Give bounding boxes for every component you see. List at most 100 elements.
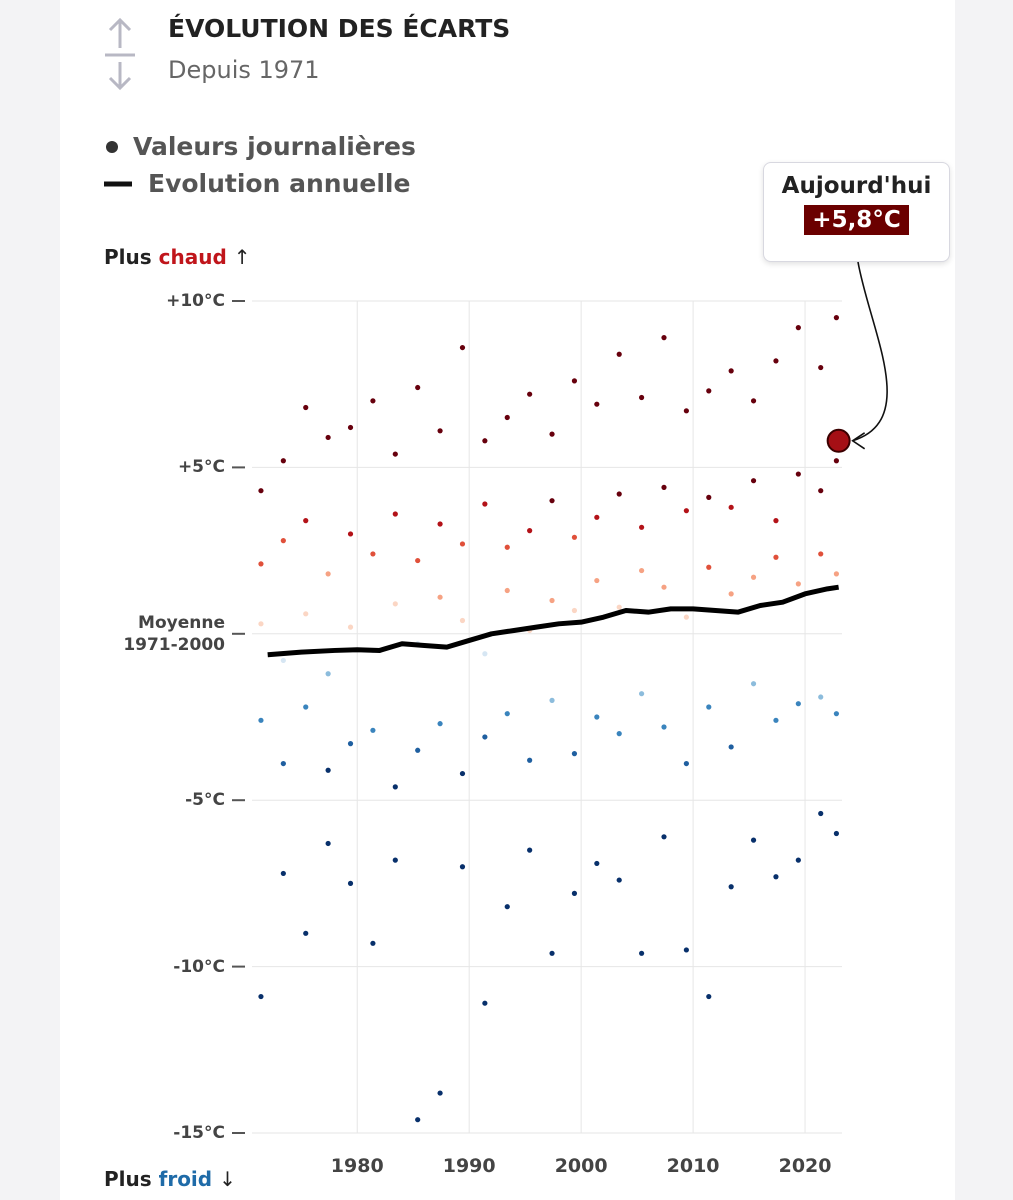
daily-dot bbox=[728, 504, 734, 510]
daily-dot bbox=[818, 694, 824, 700]
daily-dot bbox=[370, 727, 376, 733]
daily-dot bbox=[303, 518, 309, 524]
daily-dot bbox=[325, 571, 331, 577]
daily-dot bbox=[795, 701, 801, 707]
down-arrow: ↓ bbox=[219, 1167, 236, 1191]
daily-dot bbox=[683, 947, 689, 953]
daily-dot bbox=[347, 741, 354, 747]
daily-dot bbox=[482, 438, 488, 444]
daily-dot bbox=[370, 398, 376, 404]
daily-dot bbox=[795, 325, 801, 331]
daily-dot bbox=[325, 767, 331, 773]
x-tick-label: 1980 bbox=[331, 1155, 384, 1177]
title: ÉVOLUTION DES ÉCARTS bbox=[168, 14, 511, 43]
daily-dot bbox=[750, 398, 757, 404]
daily-dot bbox=[527, 847, 533, 853]
cold-label: Plus froid ↓ bbox=[104, 1167, 236, 1191]
daily-dot bbox=[594, 860, 600, 867]
daily-dot bbox=[818, 810, 824, 817]
daily-dot bbox=[683, 508, 689, 514]
daily-dot bbox=[683, 408, 689, 414]
up-arrow: ↑ bbox=[233, 245, 251, 269]
daily-dot bbox=[773, 874, 779, 880]
daily-dot bbox=[280, 760, 286, 767]
legend-dot bbox=[106, 141, 118, 153]
daily-dot bbox=[303, 704, 309, 710]
daily-dot bbox=[527, 757, 533, 763]
warm-prefix: Plus bbox=[104, 245, 152, 269]
daily-dot bbox=[325, 671, 331, 677]
daily-dot bbox=[504, 544, 510, 550]
daily-dot bbox=[750, 837, 757, 843]
daily-dot bbox=[639, 567, 645, 574]
daily-dot bbox=[437, 1090, 443, 1096]
y-tick-label: -10°C bbox=[173, 956, 225, 977]
daily-dot bbox=[833, 571, 840, 577]
warm-word: chaud bbox=[158, 245, 227, 269]
annotation-box: Aujourd'hui +5,8°C bbox=[763, 162, 950, 262]
cold-prefix: Plus bbox=[104, 1167, 152, 1191]
daily-dot bbox=[818, 364, 824, 371]
daily-dot bbox=[594, 714, 600, 720]
daily-dot bbox=[571, 751, 578, 757]
daily-dot bbox=[437, 521, 443, 527]
daily-dot bbox=[415, 384, 421, 391]
daily-dot bbox=[549, 431, 555, 437]
daily-dot bbox=[728, 744, 734, 750]
daily-dot bbox=[795, 857, 801, 863]
y-tick-label: -5°C bbox=[185, 790, 225, 811]
daily-dot bbox=[303, 611, 309, 617]
daily-dot bbox=[706, 993, 712, 1000]
daily-dot bbox=[818, 551, 824, 557]
daily-dot bbox=[459, 344, 466, 351]
daily-dot bbox=[683, 760, 689, 767]
daily-dot bbox=[325, 840, 331, 847]
daily-dot bbox=[795, 471, 801, 477]
legend-label: Valeurs journalières bbox=[133, 132, 416, 161]
daily-dot bbox=[504, 587, 510, 594]
annotation-title: Aujourd'hui bbox=[781, 173, 932, 199]
daily-dot bbox=[594, 577, 600, 584]
daily-dot bbox=[504, 414, 510, 421]
cold-word: froid bbox=[158, 1167, 213, 1191]
x-tick-label: 2010 bbox=[667, 1155, 720, 1177]
daily-dot bbox=[258, 993, 264, 1000]
daily-dot bbox=[280, 538, 286, 544]
daily-dot bbox=[415, 1117, 421, 1123]
daily-dot bbox=[833, 830, 840, 837]
daily-dot bbox=[773, 717, 779, 723]
daily-dot bbox=[459, 541, 466, 547]
daily-dot bbox=[459, 617, 466, 624]
daily-dot bbox=[571, 890, 578, 896]
daily-dot bbox=[661, 724, 667, 730]
daily-dot bbox=[639, 691, 645, 697]
daily-dot bbox=[773, 554, 779, 560]
daily-dot bbox=[773, 358, 779, 364]
daily-dot bbox=[415, 747, 421, 753]
daily-dot bbox=[639, 394, 645, 401]
daily-dot bbox=[750, 478, 757, 484]
daily-dot bbox=[639, 950, 645, 956]
daily-dot bbox=[728, 591, 734, 597]
daily-dot bbox=[258, 621, 264, 627]
daily-dot bbox=[571, 534, 578, 540]
daily-dot bbox=[527, 528, 533, 534]
daily-dot bbox=[750, 574, 757, 580]
daily-dot bbox=[616, 731, 622, 737]
daily-dot bbox=[594, 401, 600, 407]
daily-dot bbox=[833, 711, 840, 717]
daily-dot bbox=[504, 711, 510, 717]
daily-dot bbox=[616, 877, 622, 883]
daily-dot bbox=[549, 950, 555, 956]
y-tick-label: +10°C bbox=[166, 291, 225, 311]
daily-dot bbox=[833, 458, 840, 464]
daily-dot bbox=[392, 451, 398, 457]
daily-dot bbox=[661, 834, 667, 840]
today-dot bbox=[826, 428, 851, 453]
daily-dot bbox=[706, 494, 712, 500]
daily-dot bbox=[370, 940, 376, 946]
daily-dot bbox=[616, 491, 622, 497]
daily-dot bbox=[303, 404, 309, 411]
x-tick-label: 1990 bbox=[443, 1155, 496, 1177]
